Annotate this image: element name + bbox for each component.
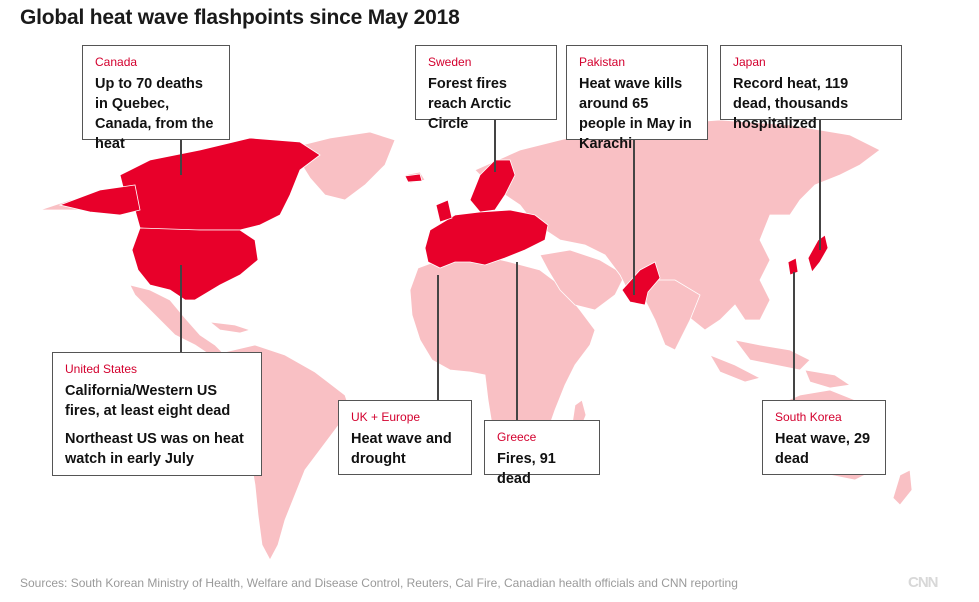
cnn-logo: CNN xyxy=(908,574,938,591)
japan-leader-line xyxy=(819,120,821,250)
callout-description: California/Western US fires, at least ei… xyxy=(65,383,231,419)
callout-description: Heat wave kills around 65 people in May … xyxy=(579,76,692,152)
us-leader-line xyxy=(180,265,182,353)
source-note: Sources: South Korean Ministry of Health… xyxy=(20,576,738,590)
callout-country: Sweden xyxy=(428,55,472,69)
south-korea-leader-line xyxy=(793,272,795,402)
europe-shape xyxy=(424,209,549,269)
callout-canada: Canada Up to 70 deaths in Quebec, Canada… xyxy=(82,45,230,152)
greenland xyxy=(289,131,396,201)
alaska-shape xyxy=(58,184,141,216)
callout-sweden: Sweden Forest fires reach Arctic Circle xyxy=(415,45,557,132)
india xyxy=(639,279,701,351)
callout-country: Japan xyxy=(733,55,766,69)
callout-description: Fires, 91 dead xyxy=(497,451,556,487)
callout-japan: Japan Record heat, 119 dead, thousands h… xyxy=(720,45,902,132)
caribbean xyxy=(208,321,252,334)
callout-uk-europe: UK + Europe Heat wave and drought xyxy=(338,400,472,475)
callout-country: United States xyxy=(65,362,138,376)
callout-united-states: United States California/Western US fire… xyxy=(52,352,262,476)
sweden-leader-line xyxy=(494,120,496,172)
iceland-shape xyxy=(404,173,423,183)
russia-asia xyxy=(474,119,881,331)
pakistan-shape xyxy=(621,261,661,306)
callout-description: Record heat, 119 dead, thousands hospita… xyxy=(733,76,849,132)
callout-description: Up to 70 deaths in Quebec, Canada, from … xyxy=(95,76,214,152)
pakistan-leader-line xyxy=(633,140,635,295)
callout-description-secondary: Northeast US was on heat watch in early … xyxy=(65,431,244,467)
uk-europe-leader-line xyxy=(437,275,439,401)
greece-leader-line xyxy=(516,262,518,422)
korea-shape xyxy=(787,257,799,276)
callout-description: Forest fires reach Arctic Circle xyxy=(428,76,512,132)
callout-country: Greece xyxy=(497,430,537,444)
usa-shape xyxy=(131,227,259,301)
southeast-asia-islands xyxy=(734,339,811,371)
scandinavia-shape xyxy=(469,159,516,213)
callout-country: Pakistan xyxy=(579,55,626,69)
callout-description: Heat wave and drought xyxy=(351,431,452,467)
callout-country: UK + Europe xyxy=(351,410,421,424)
middle-east xyxy=(539,249,626,311)
japan-shape xyxy=(807,234,829,273)
callout-country: South Korea xyxy=(775,410,842,424)
callout-greece: Greece Fires, 91 dead xyxy=(484,420,600,487)
canada-shape xyxy=(119,137,321,231)
new-zealand xyxy=(892,469,913,506)
callout-south-korea: South Korea Heat wave, 29 dead xyxy=(762,400,886,475)
callout-country: Canada xyxy=(95,55,138,69)
canada-leader-line xyxy=(180,140,182,175)
callout-pakistan: Pakistan Heat wave kills around 65 peopl… xyxy=(566,45,708,152)
papua xyxy=(804,369,852,389)
indonesia xyxy=(709,354,762,383)
mexico-central-america xyxy=(129,284,223,356)
uk-shape xyxy=(435,199,453,223)
callout-description: Heat wave, 29 dead xyxy=(775,431,871,467)
map-title: Global heat wave flashpoints since May 2… xyxy=(20,6,460,29)
